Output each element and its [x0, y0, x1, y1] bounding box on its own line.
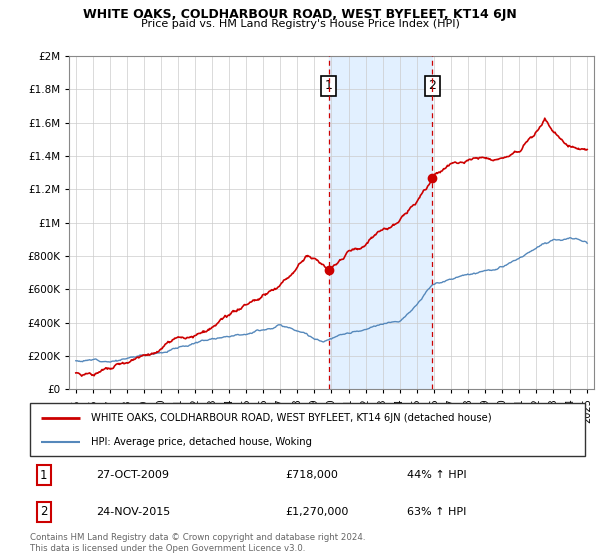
Bar: [329, 56, 433, 389]
Text: 27-OCT-2009: 27-OCT-2009: [97, 470, 170, 480]
Text: WHITE OAKS, COLDHARBOUR ROAD, WEST BYFLEET, KT14 6JN (detached house): WHITE OAKS, COLDHARBOUR ROAD, WEST BYFLE…: [91, 413, 491, 423]
FancyBboxPatch shape: [30, 403, 585, 456]
Text: 44% ↑ HPI: 44% ↑ HPI: [407, 470, 467, 480]
Text: £718,000: £718,000: [286, 470, 338, 480]
Text: 63% ↑ HPI: 63% ↑ HPI: [407, 507, 467, 517]
Text: HPI: Average price, detached house, Woking: HPI: Average price, detached house, Woki…: [91, 437, 312, 447]
Text: Contains HM Land Registry data © Crown copyright and database right 2024.
This d: Contains HM Land Registry data © Crown c…: [30, 533, 365, 553]
Text: £1,270,000: £1,270,000: [286, 507, 349, 517]
Text: Price paid vs. HM Land Registry's House Price Index (HPI): Price paid vs. HM Land Registry's House …: [140, 19, 460, 29]
Text: 1: 1: [325, 80, 332, 92]
Text: 1: 1: [40, 469, 47, 482]
Text: 2: 2: [40, 505, 47, 518]
Text: WHITE OAKS, COLDHARBOUR ROAD, WEST BYFLEET, KT14 6JN: WHITE OAKS, COLDHARBOUR ROAD, WEST BYFLE…: [83, 8, 517, 21]
Text: 2: 2: [428, 80, 436, 92]
Text: 24-NOV-2015: 24-NOV-2015: [97, 507, 171, 517]
